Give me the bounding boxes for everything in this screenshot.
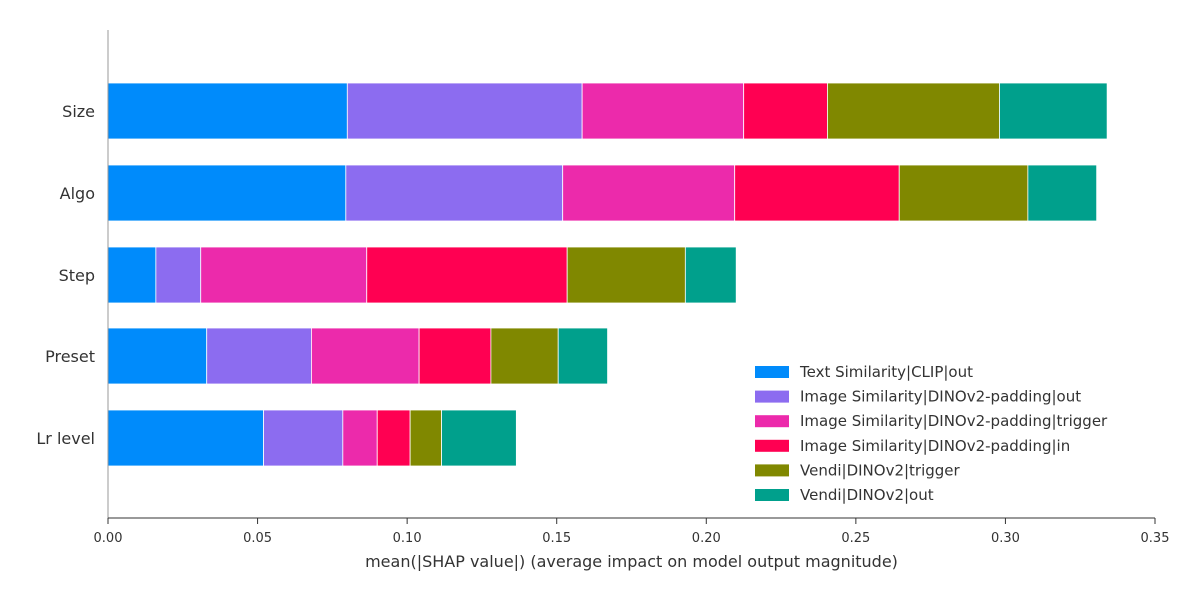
bar-segment-preset-series-5	[490, 327, 559, 385]
bar-segment-size-series-3	[581, 82, 745, 140]
bar-segment-algo-series-1	[107, 164, 347, 222]
bar-segment-algo-series-3	[562, 164, 736, 222]
legend-label-1: Text Similarity|CLIP|out	[799, 363, 973, 381]
bar-segment-lr-level-series-1	[107, 409, 264, 467]
bar-segment-size-series-6	[999, 82, 1108, 140]
legend-label-4: Image Similarity|DINOv2-padding|in	[800, 437, 1070, 455]
legend-swatch-4	[755, 439, 789, 452]
legend-label-5: Vendi|DINOv2|trigger	[800, 461, 961, 479]
y-tick-label-algo: Algo	[60, 184, 95, 203]
x-tick-label-5: 0.25	[841, 531, 870, 546]
bar-segment-preset-series-4	[418, 327, 492, 385]
legend-swatch-2	[755, 390, 789, 403]
legend-swatch-6	[755, 489, 789, 501]
x-tick-label-4: 0.20	[692, 531, 721, 546]
x-tick-label-6: 0.30	[991, 531, 1020, 546]
y-ticks: Size Algo Step Preset Lr level	[36, 102, 95, 448]
x-ticks: 0.00 0.05 0.10 0.15 0.20 0.25 0.30 0.35	[94, 518, 1170, 546]
x-axis-label: mean(|SHAP value|) (average impact on mo…	[365, 552, 898, 571]
bar-segment-algo-series-6	[1027, 164, 1098, 222]
bar-segment-preset-series-6	[557, 327, 608, 385]
y-tick-label-size: Size	[62, 102, 95, 121]
bar-segment-algo-series-2	[345, 164, 564, 222]
bar-segment-size-series-1	[107, 82, 348, 140]
bar-segment-lr-level-series-5	[409, 409, 442, 467]
bar-segment-step-series-4	[366, 246, 568, 304]
y-tick-label-lr-level: Lr level	[36, 429, 95, 448]
legend-swatch-1	[755, 366, 789, 378]
bar-segment-preset-series-2	[206, 327, 312, 385]
legend-label-6: Vendi|DINOv2|out	[800, 486, 934, 504]
bars-layer	[107, 82, 1108, 467]
x-tick-label-7: 0.35	[1141, 531, 1170, 546]
bar-segment-step-series-5	[566, 246, 686, 304]
bar-segment-step-series-2	[155, 246, 202, 304]
bar-segment-step-series-1	[107, 246, 157, 304]
bar-segment-preset-series-1	[107, 327, 208, 385]
bar-segment-lr-level-series-2	[263, 409, 344, 467]
legend: Text Similarity|CLIP|out Image Similarity…	[755, 363, 1108, 504]
bar-segment-algo-series-4	[734, 164, 900, 222]
y-tick-label-step: Step	[59, 266, 95, 285]
bar-segment-lr-level-series-6	[441, 409, 517, 467]
legend-label-2: Image Similarity|DINOv2-padding|out	[800, 388, 1081, 406]
x-tick-label-3: 0.15	[542, 531, 571, 546]
bar-segment-step-series-6	[684, 246, 737, 304]
legend-swatch-5	[755, 464, 789, 477]
bar-segment-lr-level-series-3	[342, 409, 378, 467]
bar-segment-algo-series-5	[898, 164, 1029, 222]
bar-segment-lr-level-series-4	[376, 409, 411, 467]
y-tick-label-preset: Preset	[45, 347, 95, 366]
x-tick-label-2: 0.10	[393, 531, 422, 546]
x-tick-label-1: 0.05	[243, 531, 272, 546]
bar-segment-size-series-4	[743, 82, 828, 140]
bar-segment-preset-series-3	[311, 327, 420, 385]
bar-segment-size-series-2	[346, 82, 583, 140]
legend-label-3: Image Similarity|DINOv2-padding|trigger	[800, 412, 1108, 430]
x-tick-label-0: 0.00	[94, 531, 123, 546]
bar-segment-size-series-5	[827, 82, 1000, 140]
legend-swatch-3	[755, 415, 789, 428]
bar-segment-step-series-3	[200, 246, 368, 304]
